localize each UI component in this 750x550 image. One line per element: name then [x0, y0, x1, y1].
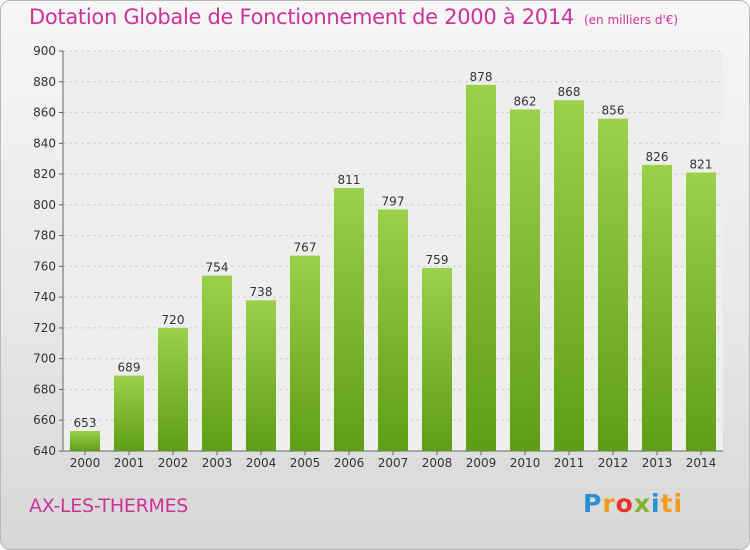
x-tick-label: 2003	[202, 456, 233, 470]
y-tick-label: 880	[33, 75, 56, 89]
data-label: 811	[338, 173, 361, 187]
bar	[466, 84, 496, 451]
proxiti-logo: Proxiti	[583, 489, 683, 518]
y-tick-label: 780	[33, 229, 56, 243]
bar	[422, 267, 452, 451]
x-tick-label: 2011	[554, 456, 585, 470]
y-tick-label: 800	[33, 198, 56, 212]
logo-letter: P	[583, 489, 603, 518]
logo-letter: i	[651, 489, 661, 518]
bar	[158, 327, 188, 451]
data-label: 797	[382, 194, 405, 208]
data-label: 720	[162, 313, 185, 327]
y-tick-label: 640	[33, 444, 56, 458]
bar	[510, 109, 540, 451]
x-tick-label: 2008	[422, 456, 453, 470]
bar	[378, 209, 408, 451]
data-label: 878	[470, 70, 493, 84]
bar	[334, 187, 364, 451]
x-tick-label: 2004	[246, 456, 277, 470]
data-label: 826	[646, 150, 669, 164]
y-tick-label: 860	[33, 106, 56, 120]
chart-unit-note: (en milliers d'€)	[583, 13, 679, 27]
chart-title: Dotation Globale de Fonctionnement de 20…	[29, 5, 574, 29]
bar	[598, 118, 628, 451]
logo-letter: r	[602, 489, 616, 518]
data-label: 738	[250, 285, 273, 299]
x-tick-label: 2014	[686, 456, 717, 470]
data-label: 821	[690, 158, 713, 172]
x-tick-label: 2001	[114, 456, 145, 470]
y-tick-label: 900	[33, 44, 56, 58]
y-tick-label: 840	[33, 136, 56, 150]
y-tick-label: 740	[33, 290, 56, 304]
x-tick-label: 2012	[598, 456, 629, 470]
data-label: 862	[514, 94, 537, 108]
data-label: 689	[118, 361, 141, 375]
data-label: 653	[74, 416, 97, 430]
chart-title-block: Dotation Globale de Fonctionnement de 20…	[29, 5, 678, 29]
y-tick-label: 820	[33, 167, 56, 181]
bar	[114, 375, 144, 451]
bar	[70, 431, 100, 451]
data-label: 754	[206, 261, 229, 275]
x-tick-label: 2002	[158, 456, 189, 470]
logo-letter: ti	[660, 489, 684, 518]
bar	[554, 100, 584, 451]
x-tick-label: 2006	[334, 456, 365, 470]
bar	[246, 300, 276, 451]
y-tick-label: 720	[33, 321, 56, 335]
bar	[642, 164, 672, 451]
y-tick-label: 660	[33, 413, 56, 427]
data-label: 868	[558, 85, 581, 99]
logo-letter: o	[615, 489, 634, 518]
x-tick-label: 2013	[642, 456, 673, 470]
data-label: 767	[294, 241, 317, 255]
x-tick-label: 2010	[510, 456, 541, 470]
x-tick-label: 2005	[290, 456, 321, 470]
y-tick-label: 680	[33, 382, 56, 396]
logo-letter: x	[633, 489, 651, 518]
y-tick-label: 700	[33, 352, 56, 366]
x-tick-label: 2009	[466, 456, 497, 470]
commune-name: AX-LES-THERMES	[29, 495, 189, 517]
bar	[290, 255, 320, 451]
data-label: 759	[426, 253, 449, 267]
y-tick-label: 760	[33, 259, 56, 273]
data-label: 856	[602, 104, 625, 118]
x-tick-label: 2007	[378, 456, 409, 470]
bar	[202, 275, 232, 451]
bar	[686, 172, 716, 452]
x-tick-label: 2000	[70, 456, 101, 470]
